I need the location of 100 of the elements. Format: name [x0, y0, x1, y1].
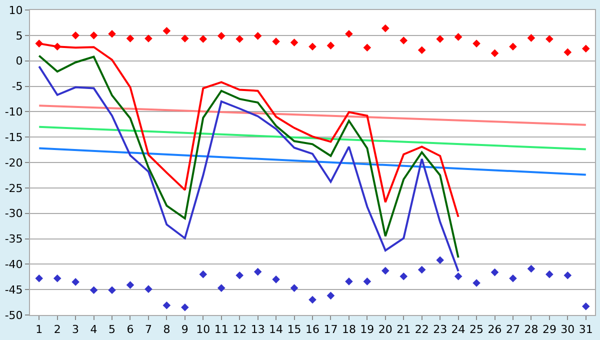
x-tick-label: 17	[324, 323, 338, 336]
point	[472, 40, 480, 48]
point	[181, 303, 189, 312]
x-tick-label: 4	[90, 323, 98, 336]
point	[363, 44, 372, 52]
y-tick-label: 10	[8, 4, 23, 17]
point	[90, 286, 98, 294]
point	[382, 24, 390, 32]
point	[400, 36, 408, 44]
x-tick-label: 31	[578, 323, 593, 336]
point	[272, 276, 280, 284]
x-tick-label: 20	[378, 323, 392, 336]
x-tick-label: 28	[524, 323, 538, 336]
point	[162, 26, 171, 35]
point	[144, 285, 152, 293]
x-tick-label: 25	[470, 323, 484, 336]
point	[162, 301, 171, 310]
point	[418, 46, 426, 54]
point	[181, 34, 189, 42]
point	[236, 35, 244, 43]
x-tick-label: 26	[488, 323, 502, 336]
point	[308, 296, 316, 304]
x-tick-label: 5	[108, 323, 116, 336]
x-tick-label: 22	[414, 323, 429, 336]
x-tick-label: 24	[451, 323, 466, 336]
point	[454, 272, 462, 280]
y-tick-label: -5	[12, 80, 23, 94]
y-tick-label: 0	[16, 54, 23, 68]
point	[326, 42, 335, 50]
point	[436, 256, 444, 264]
x-tick-label: 11	[214, 323, 228, 336]
point	[53, 42, 62, 50]
x-tick-label: 27	[506, 323, 520, 336]
point	[436, 35, 444, 43]
x-tick-label: 2	[54, 323, 61, 336]
x-tick-label: 14	[269, 323, 284, 336]
y-tick-label: -25	[4, 182, 23, 195]
point	[564, 48, 572, 56]
point	[254, 268, 262, 276]
point	[363, 278, 372, 286]
point	[217, 284, 226, 292]
point	[546, 270, 554, 278]
y-tick-label: -35	[4, 232, 23, 246]
point	[454, 33, 462, 41]
point	[582, 302, 590, 310]
y-tick-label: 5	[16, 29, 23, 42]
y-tick-label: -50	[4, 308, 23, 322]
x-tick-label: 9	[181, 323, 188, 336]
point	[546, 35, 554, 43]
point	[326, 292, 335, 300]
point	[509, 274, 517, 282]
point	[272, 38, 280, 46]
y-tick-label: -15	[4, 130, 23, 144]
point	[345, 278, 353, 286]
x-tick-label: 21	[396, 323, 411, 336]
point	[72, 278, 80, 286]
point	[418, 266, 426, 274]
x-tick-label: 1	[36, 323, 43, 336]
x-tick-label: 13	[250, 323, 265, 336]
point	[254, 32, 262, 40]
point	[509, 42, 517, 50]
x-tick-label: 16	[306, 323, 320, 336]
x-tick-label: 12	[232, 323, 247, 336]
y-tick-label: -40	[4, 258, 23, 272]
x-tick-label: 6	[126, 323, 134, 336]
point	[564, 271, 572, 280]
x-tick-label: 15	[287, 323, 302, 336]
x-tick-label: 23	[433, 323, 448, 336]
y-tick-label: -10	[4, 106, 23, 119]
x-tick-label: 29	[542, 323, 556, 336]
y-tick-label: -30	[4, 207, 23, 220]
point	[382, 266, 390, 275]
point	[35, 274, 44, 282]
point	[53, 274, 62, 282]
point	[126, 34, 134, 42]
point	[35, 40, 44, 48]
point	[108, 286, 116, 294]
x-tick-label: 19	[360, 323, 374, 336]
x-tick-label: 7	[144, 323, 152, 336]
point	[345, 30, 353, 38]
x-tick-label: 3	[72, 323, 80, 336]
point	[90, 32, 98, 40]
x-tick-label: 8	[163, 323, 170, 336]
x-tick-label: 10	[196, 323, 210, 336]
point	[527, 264, 536, 273]
point	[199, 270, 208, 278]
point	[400, 272, 408, 280]
y-tick-label: -20	[4, 156, 23, 170]
point	[126, 281, 134, 289]
x-tick-label: 18	[342, 323, 356, 336]
point	[582, 44, 590, 53]
point	[290, 284, 298, 292]
point	[490, 268, 499, 276]
point	[236, 271, 244, 280]
point	[199, 35, 208, 43]
point	[72, 32, 80, 40]
x-tick-label: 30	[560, 323, 575, 336]
point	[308, 42, 316, 50]
point	[108, 30, 116, 38]
point	[290, 38, 298, 46]
